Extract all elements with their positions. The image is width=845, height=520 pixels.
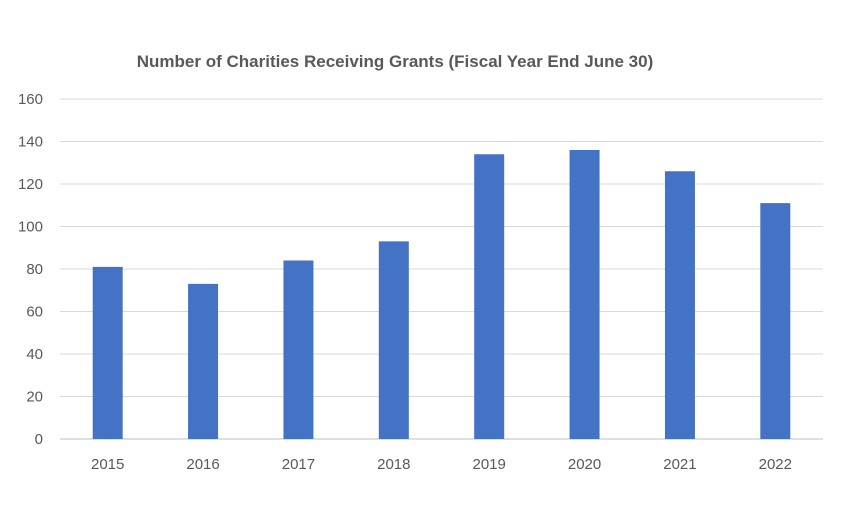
x-tick-label: 2022 bbox=[759, 456, 792, 473]
x-tick-label: 2018 bbox=[377, 456, 410, 473]
x-tick-label: 2015 bbox=[91, 456, 124, 473]
y-tick-label: 120 bbox=[18, 176, 43, 193]
bar-2022 bbox=[760, 203, 791, 439]
y-tick-label: 20 bbox=[26, 389, 43, 406]
y-tick-label: 40 bbox=[26, 346, 43, 363]
y-tick-label: 60 bbox=[26, 304, 43, 321]
x-tick-label: 2021 bbox=[663, 456, 696, 473]
y-tick-label: 100 bbox=[18, 219, 43, 236]
bar-2020 bbox=[569, 150, 600, 439]
x-tick-label: 2020 bbox=[568, 456, 601, 473]
bar-2018 bbox=[378, 241, 409, 439]
y-tick-label: 140 bbox=[18, 134, 43, 151]
bar-2015 bbox=[92, 266, 123, 439]
bar-2016 bbox=[188, 283, 219, 439]
bar-2019 bbox=[474, 154, 505, 439]
y-tick-label: 0 bbox=[35, 431, 43, 448]
bar-2021 bbox=[664, 171, 695, 439]
bar-2017 bbox=[283, 260, 314, 439]
x-tick-label: 2017 bbox=[282, 456, 315, 473]
chart-title: Number of Charities Receiving Grants (Fi… bbox=[136, 52, 654, 71]
y-tick-label: 160 bbox=[18, 91, 43, 108]
y-tick-label: 80 bbox=[26, 261, 43, 278]
x-tick-label: 2016 bbox=[186, 456, 219, 473]
x-tick-label: 2019 bbox=[473, 456, 506, 473]
